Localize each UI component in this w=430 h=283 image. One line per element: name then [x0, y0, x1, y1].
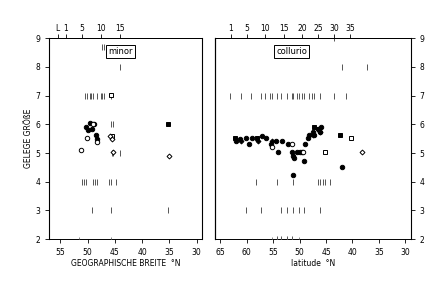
Y-axis label: GELEGE GRÖßE: GELEGE GRÖßE [24, 109, 33, 168]
Text: collurio: collurio [276, 47, 307, 56]
X-axis label: GEOGRAPHISCHE BREITE  °N: GEOGRAPHISCHE BREITE °N [71, 259, 181, 267]
Text: minor: minor [108, 47, 132, 56]
X-axis label: latitude  °N: latitude °N [291, 259, 335, 267]
Y-axis label: clutch size: clutch size [429, 118, 430, 159]
